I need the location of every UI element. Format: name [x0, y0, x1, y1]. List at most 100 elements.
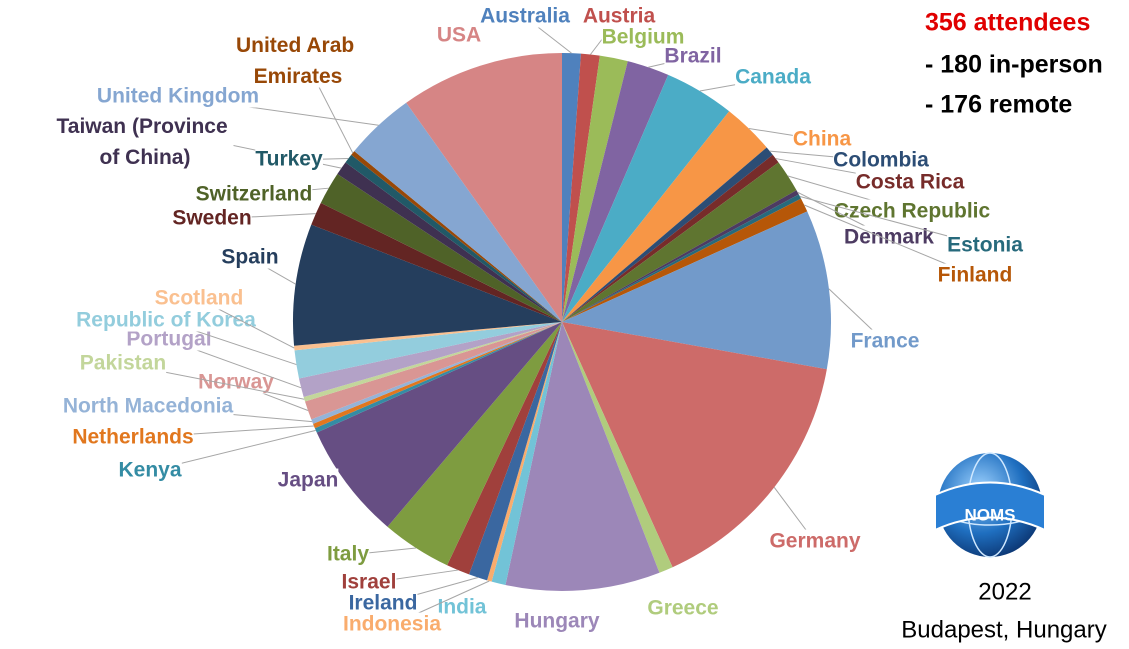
- pie-slice: [562, 198, 808, 322]
- pie-slice: [303, 322, 562, 402]
- pie-slice: [406, 53, 562, 322]
- remote-count: - 176 remote: [925, 91, 1072, 119]
- category-label: Brazil: [664, 45, 721, 68]
- pie-slice: [387, 322, 562, 566]
- pie-slice: [314, 322, 562, 433]
- category-label: China: [793, 128, 852, 151]
- pie-slice: [491, 322, 562, 585]
- label-bg: [126, 327, 212, 351]
- pie-slice: [320, 174, 562, 322]
- label-bg: [792, 127, 852, 151]
- label-line: Taiwan (Province: [57, 115, 234, 138]
- pie-slice: [487, 322, 562, 582]
- label-bg: [76, 308, 257, 332]
- category-label: Czech Republic: [834, 200, 991, 223]
- category-label: Hungary: [514, 610, 600, 633]
- pie-slice: [562, 162, 797, 322]
- noms-logo: NOMS: [934, 452, 1046, 558]
- category-label: Netherlands: [72, 426, 193, 449]
- category-label: Kenya: [118, 459, 181, 482]
- category-label: Republic of Korea: [76, 309, 256, 332]
- year: 2022: [978, 578, 1031, 605]
- category-label: Taiwan (Province of China): [57, 115, 234, 169]
- category-label: Indonesia: [343, 613, 441, 636]
- pie-slice: [562, 211, 831, 370]
- label-line: of China): [100, 146, 191, 169]
- attendee-total: 356 attendees: [925, 9, 1090, 37]
- category-label: North Macedonia: [63, 395, 234, 418]
- pie-slice: [469, 322, 562, 581]
- category-label: Ireland: [349, 592, 418, 615]
- category-label: Portugal: [126, 328, 211, 351]
- pie-slice: [311, 202, 562, 322]
- pie-slice: [316, 322, 562, 527]
- label-bg: [833, 199, 991, 223]
- category-label: Estonia: [947, 234, 1023, 257]
- pie-slice: [313, 322, 562, 429]
- category-label: Scotland: [155, 287, 244, 310]
- category-label: Costa Rica: [856, 171, 965, 194]
- pie-slice: [345, 154, 562, 322]
- category-label: Colombia: [833, 149, 929, 172]
- pie-slice: [562, 61, 669, 322]
- pie-slice: [562, 194, 802, 322]
- label-bg: [96, 84, 260, 108]
- category-label: Israel: [342, 571, 397, 594]
- label-line: United Arab: [236, 34, 360, 57]
- pie-slice: [337, 162, 562, 322]
- label-bg: [195, 182, 313, 206]
- label-bg: [436, 23, 482, 47]
- category-label: Australia: [480, 5, 570, 28]
- label-bg: [198, 370, 275, 394]
- pie-slice: [354, 102, 562, 323]
- pie-slice: [294, 322, 562, 379]
- category-label: Italy: [327, 543, 369, 566]
- category-label: Germany: [769, 530, 860, 553]
- category-label: Switzerland: [196, 183, 313, 206]
- pie-slice: [351, 151, 562, 322]
- label-bg: [342, 612, 442, 636]
- label-bg: [855, 170, 965, 194]
- label-bg: [582, 4, 656, 28]
- category-label: USA: [437, 24, 481, 47]
- category-label: United Arab Emirates: [236, 34, 360, 88]
- label-bg: [255, 147, 323, 171]
- label-bg: [72, 425, 194, 449]
- pie-slice: [562, 154, 779, 322]
- label-bg: [850, 329, 920, 353]
- label-bg: [769, 529, 861, 553]
- label-bg: [62, 394, 234, 418]
- category-label: India: [437, 596, 486, 619]
- category-label: Belgium: [602, 26, 685, 49]
- label-bg: [172, 206, 252, 230]
- category-label: Austria: [583, 5, 656, 28]
- pie-slice: [293, 224, 562, 346]
- pie-slice: [562, 53, 581, 322]
- pie-slice: [562, 74, 730, 323]
- label-bg: [647, 596, 719, 620]
- label-bg: [79, 351, 167, 375]
- pie-slice: [562, 322, 673, 573]
- label-bg: [118, 458, 182, 482]
- label-bg: [221, 245, 279, 269]
- pie-slice: [562, 111, 767, 322]
- logo-text: NOMS: [965, 505, 1016, 524]
- category-label: Spain: [221, 246, 278, 269]
- location: Budapest, Hungary: [901, 616, 1106, 643]
- category-label: Sweden: [172, 207, 251, 230]
- category-label: France: [851, 330, 920, 353]
- label-bg: [437, 595, 487, 619]
- label-bg: [56, 114, 234, 169]
- pie-slice: [305, 322, 562, 420]
- pie-slice: [562, 55, 628, 323]
- label-bg: [480, 4, 571, 28]
- label-line: Emirates: [254, 65, 343, 88]
- label-bg: [833, 148, 930, 172]
- pie-slice: [562, 53, 600, 322]
- pie-slice: [311, 322, 562, 424]
- label-bg: [154, 286, 244, 310]
- pie-slice: [562, 147, 773, 322]
